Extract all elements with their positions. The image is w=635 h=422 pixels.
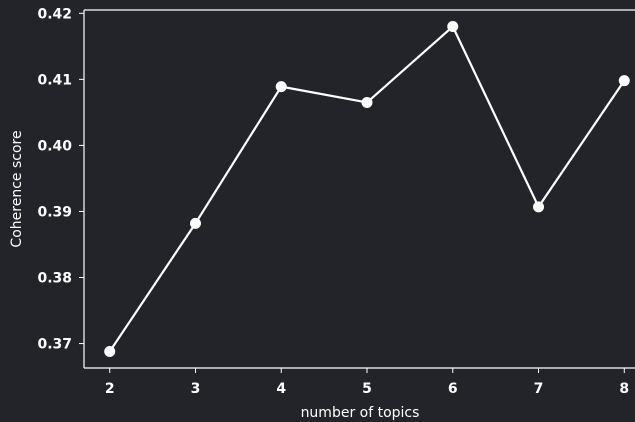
data-point: [275, 81, 287, 93]
data-point: [104, 345, 116, 357]
x-tick-label: 7: [534, 381, 544, 397]
x-axis-label: number of topics: [301, 405, 420, 421]
data-point: [618, 75, 630, 87]
data-point: [533, 201, 545, 213]
x-tick-label: 3: [191, 381, 201, 397]
x-tick-label: 5: [362, 381, 372, 397]
y-tick-label: 0.37: [37, 337, 72, 353]
y-axis-label: Coherence score: [9, 130, 25, 247]
ticks: 2 3 4 5 6 7 8 0.37 0.38 0.39 0.40 0.41 0.42: [37, 6, 629, 397]
y-tick-label: 0.38: [37, 271, 72, 287]
x-tick-label: 8: [619, 381, 629, 397]
x-tick-label: 6: [448, 381, 458, 397]
x-tick-label: 2: [105, 381, 115, 397]
data-point: [447, 21, 459, 33]
data-point: [189, 217, 201, 229]
data-point: [361, 96, 373, 108]
y-tick-label: 0.42: [37, 6, 72, 22]
x-tick-label: 4: [276, 381, 286, 397]
y-tick-label: 0.40: [37, 138, 72, 154]
y-tick-label: 0.41: [37, 72, 72, 88]
series: [104, 21, 630, 357]
y-tick-label: 0.39: [37, 204, 72, 220]
